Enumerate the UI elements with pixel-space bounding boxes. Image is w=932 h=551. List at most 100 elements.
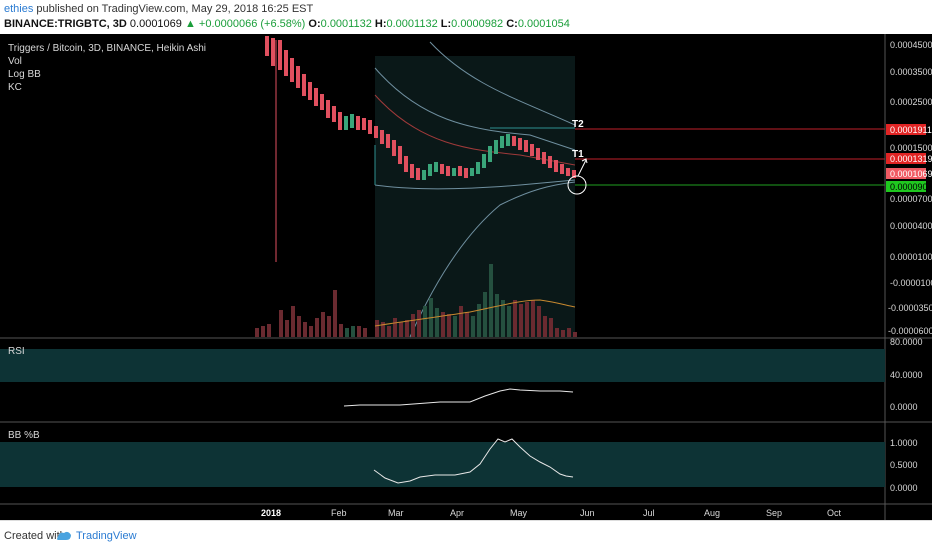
time-tick: Jun — [580, 508, 595, 518]
price-axis[interactable]: 0.0004500 0.0003500 0.0002500 0.0001500 … — [888, 40, 932, 336]
volume-bar — [507, 306, 511, 337]
candle — [386, 134, 390, 148]
footer: Created with TradingView — [0, 520, 932, 551]
legend-logbb[interactable]: Log BB — [8, 69, 41, 80]
time-tick: May — [510, 508, 528, 518]
time-tick: Oct — [827, 508, 842, 518]
volume-bar — [537, 306, 541, 337]
volume-bar — [567, 328, 571, 337]
time-tick: Jul — [643, 508, 655, 518]
volume-bar — [495, 294, 499, 337]
candle — [398, 146, 402, 164]
candle — [458, 166, 462, 176]
price-change: ▲ +0.0000066 (+6.58%) — [184, 18, 306, 30]
time-tick: Sep — [766, 508, 782, 518]
rsi-line — [343, 388, 574, 407]
time-tick: 2018 — [261, 508, 281, 518]
candle — [332, 106, 336, 122]
candle — [308, 82, 312, 100]
created-with-label: Created with — [4, 530, 66, 542]
volume-bar — [255, 328, 259, 337]
price-tick: 0.0000100 — [890, 252, 932, 262]
chart-title: Triggers / Bitcoin, 3D, BINANCE, Heikin … — [8, 43, 206, 54]
volume-bar — [279, 310, 283, 337]
volume-bar — [519, 304, 523, 337]
candle — [392, 140, 396, 156]
volume-bar — [375, 320, 379, 337]
last-price: 0.0001069 — [129, 18, 182, 30]
bb-upper-line — [429, 41, 576, 126]
candle — [464, 168, 468, 178]
price-tag-support-text: 0.0000903 — [890, 182, 932, 192]
author-link[interactable]: ethies — [4, 3, 34, 15]
t1-label: T1 — [572, 149, 584, 160]
candle — [452, 168, 456, 176]
candle — [572, 170, 576, 178]
candle — [536, 148, 540, 160]
legend-kc[interactable]: KC — [8, 82, 22, 93]
candle — [500, 136, 504, 148]
candle — [284, 50, 288, 76]
candle — [350, 114, 354, 128]
volume-bar — [261, 326, 265, 337]
candle — [446, 166, 450, 176]
candle — [314, 88, 318, 106]
candle — [265, 36, 269, 56]
price-tag-t2-text: 0.0001911 — [890, 125, 932, 135]
volume-bar — [531, 300, 535, 337]
candle — [482, 154, 486, 168]
candle — [278, 40, 282, 70]
price-tag-t1 — [886, 153, 926, 164]
ohlc-line: BINANCE:TRIGBTC, 3D 0.0001069 ▲ +0.00000… — [4, 18, 570, 30]
volume-bar — [405, 320, 409, 337]
low-value: 0.0000982 — [451, 18, 504, 30]
volume-bar — [501, 300, 505, 337]
candle — [548, 156, 552, 168]
bb-lower-line — [409, 181, 576, 338]
rsi-tick: 40.0000 — [890, 370, 923, 380]
bbpb-label[interactable]: BB %B — [8, 430, 40, 441]
volume-bar — [453, 316, 457, 337]
chart-svg[interactable]: T2 T1 — [0, 34, 932, 520]
price-tick: 0.0002500 — [890, 97, 932, 107]
volume-bar — [351, 326, 355, 337]
candle — [560, 164, 564, 174]
volume-bar — [393, 318, 397, 337]
candle — [320, 94, 324, 110]
price-tick: 0.0001500 — [890, 143, 932, 153]
candle — [410, 164, 414, 178]
volume-bar — [267, 324, 271, 337]
price-tick: 0.0003500 — [890, 67, 932, 77]
close-value: 0.0001054 — [517, 18, 570, 30]
support-circle — [567, 175, 587, 195]
volume-bar — [573, 332, 577, 337]
time-axis[interactable]: 2018 Feb Mar Apr May Jun Jul Aug Sep Oct — [261, 508, 842, 518]
tradingview-brand-link[interactable]: TradingView — [76, 530, 137, 542]
volume-bar — [561, 330, 565, 337]
volume-ma-line — [374, 299, 576, 327]
bb-mid-lower-line — [374, 179, 576, 190]
volume-bar — [411, 314, 415, 337]
candle — [428, 164, 432, 176]
volume-bar — [363, 328, 367, 337]
price-tag-last — [886, 168, 926, 179]
bb-tick: 1.0000 — [890, 438, 918, 448]
candle — [524, 140, 528, 152]
volume-bar — [339, 324, 343, 337]
volume-bar — [483, 292, 487, 337]
price-tag-t2 — [886, 124, 926, 135]
candles — [265, 36, 576, 262]
volume-bar — [513, 300, 517, 337]
volume-bar — [399, 322, 403, 337]
rsi-label[interactable]: RSI — [8, 346, 25, 357]
price-tag-support — [886, 181, 926, 192]
candle — [566, 168, 570, 176]
candle — [368, 120, 372, 134]
volume-bar — [345, 328, 349, 337]
chart-area[interactable]: T2 T1 — [0, 34, 932, 520]
candle — [530, 144, 534, 156]
price-tick: -0.0000600 — [888, 326, 932, 336]
legend-vol[interactable]: Vol — [8, 56, 22, 67]
low-label: L: — [440, 18, 452, 30]
price-tick: 0.0004500 — [890, 40, 932, 50]
